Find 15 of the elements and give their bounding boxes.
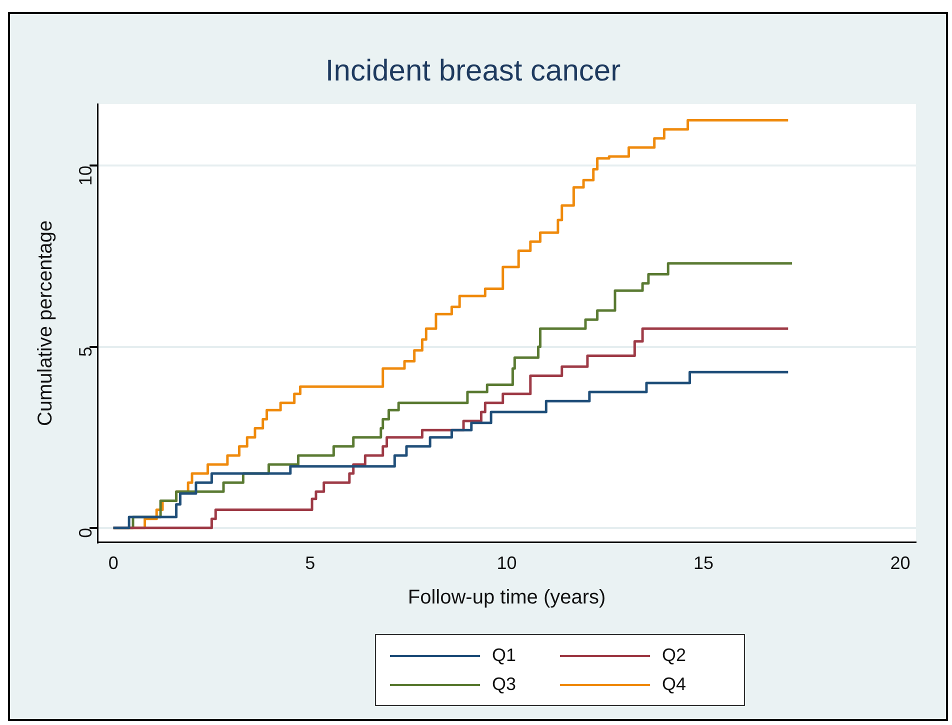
- chart-title: Incident breast cancer: [325, 54, 621, 88]
- x-tick-label: 0: [108, 553, 118, 574]
- y-axis-title: Cumulative percentage: [34, 220, 57, 426]
- y-tick-label: 0: [76, 528, 96, 538]
- y-tick-label: 5: [76, 346, 96, 357]
- legend-label: Q3: [492, 674, 516, 695]
- legend-label: Q4: [662, 674, 686, 695]
- y-tick-label: 10: [76, 166, 96, 186]
- legend-label: Q1: [492, 645, 516, 666]
- x-tick-label: 5: [305, 553, 316, 574]
- legend-label: Q2: [662, 645, 686, 666]
- x-axis-title: Follow-up time (years): [408, 586, 606, 609]
- x-tick-label: 20: [890, 553, 910, 574]
- x-tick-label: 15: [694, 553, 714, 574]
- x-tick-label: 10: [496, 553, 517, 574]
